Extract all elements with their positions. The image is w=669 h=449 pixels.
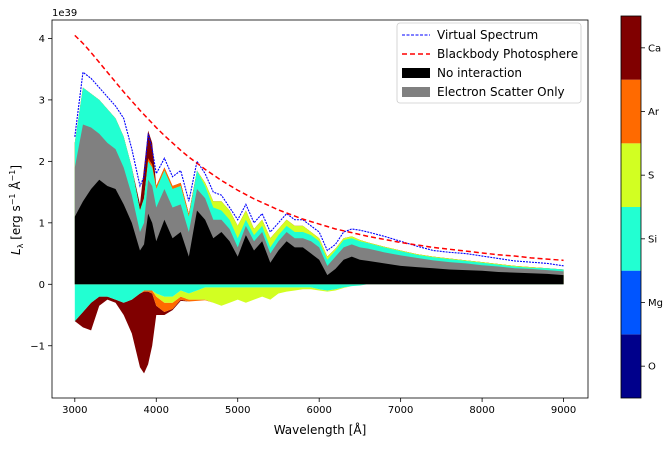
colorbar-segment-s: [621, 143, 641, 207]
colorbar-label-mg: Mg: [648, 298, 663, 309]
x-tick-label: 9000: [551, 405, 576, 416]
legend-label-no-interaction: No interaction: [437, 66, 522, 80]
y-tick-label: 4: [39, 34, 45, 45]
y-tick-label: 0: [39, 280, 45, 291]
legend-label-blackbody-photosphere: Blackbody Photosphere: [437, 47, 578, 61]
absorption-area-s: [74, 284, 369, 322]
legend-box: [396, 22, 582, 104]
x-tick-label: 8000: [469, 405, 494, 416]
x-tick-label: 5000: [225, 405, 250, 416]
colorbar-label-ca: Ca: [648, 43, 661, 54]
x-axis-label: Wavelength [Å]: [274, 422, 367, 437]
x-tick-label: 4000: [144, 405, 169, 416]
colorbar-segment-ar: [621, 79, 641, 144]
absorption-area-si: [74, 284, 369, 322]
colorbar-segment-mg: [621, 270, 641, 335]
x-tick-label: 3000: [62, 405, 87, 416]
area-no-interaction: [74, 179, 564, 285]
colorbar-label-s: S: [648, 171, 654, 182]
absorption-area-ca: [74, 284, 369, 374]
colorbar-label-o: O: [648, 362, 656, 373]
plot-frame: [51, 19, 589, 399]
colorbar-label-ar: Ar: [648, 107, 660, 118]
line-virtual-spectrum: [74, 71, 564, 267]
y-tick-label: 2: [39, 157, 45, 168]
legend-label-electron-scatter-only: Electron Scatter Only: [437, 85, 565, 99]
y-tick-label: 1: [39, 218, 45, 229]
y-tick-label: −1: [30, 341, 45, 352]
colorbar-segment-o: [621, 334, 641, 398]
legend-label-virtual-spectrum: Virtual Spectrum: [437, 28, 538, 42]
line-blackbody-photosphere: [74, 34, 564, 262]
colorbar-segment-ca: [621, 16, 641, 80]
offset-text: 1e39: [52, 8, 77, 19]
y-tick-label: 3: [39, 95, 45, 106]
legend-swatch-no-interaction: [402, 68, 430, 78]
x-tick-label: 6000: [306, 405, 331, 416]
colorbar-segment-si: [621, 207, 641, 271]
colorbar-label-si: Si: [648, 234, 657, 245]
x-tick-label: 7000: [388, 405, 413, 416]
colorbar-frame: [620, 15, 642, 399]
legend-swatch-electron-scatter-only: [402, 87, 430, 97]
y-axis-label: Lλ [erg s−1 Å−1]: [8, 165, 25, 255]
